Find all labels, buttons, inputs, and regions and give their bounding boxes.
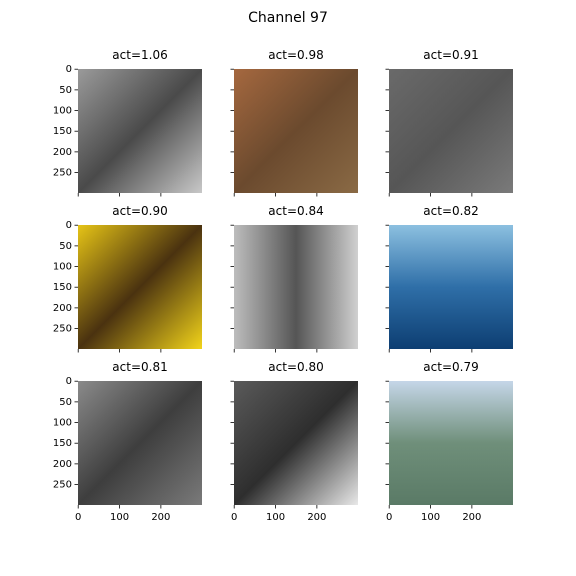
image bbox=[234, 381, 358, 505]
y-tick-label: 250 bbox=[53, 480, 72, 491]
image bbox=[389, 225, 513, 349]
panel-title: act=0.98 bbox=[268, 48, 323, 62]
y-tick-label: 150 bbox=[53, 126, 72, 137]
x-tick-label: 100 bbox=[110, 512, 129, 523]
panel-title: act=1.06 bbox=[112, 48, 167, 62]
y-tick-label: 200 bbox=[53, 459, 72, 470]
image bbox=[78, 225, 202, 349]
x-tick-label: 0 bbox=[231, 512, 237, 523]
y-tick-label: 250 bbox=[53, 324, 72, 335]
figure-title: Channel 97 bbox=[248, 10, 328, 26]
x-tick-label: 200 bbox=[462, 512, 481, 523]
y-tick-label: 100 bbox=[53, 418, 72, 429]
x-tick-label: 200 bbox=[151, 512, 170, 523]
image bbox=[389, 69, 513, 193]
x-tick-label: 0 bbox=[75, 512, 81, 523]
panel-title: act=0.91 bbox=[423, 48, 478, 62]
panel-title: act=0.90 bbox=[112, 204, 167, 218]
y-tick-label: 0 bbox=[66, 220, 72, 231]
image bbox=[78, 381, 202, 505]
y-tick-label: 100 bbox=[53, 106, 72, 117]
y-tick-label: 150 bbox=[53, 438, 72, 449]
y-tick-label: 50 bbox=[59, 85, 72, 96]
y-tick-label: 200 bbox=[53, 303, 72, 314]
y-tick-label: 200 bbox=[53, 147, 72, 158]
image bbox=[78, 69, 202, 193]
panel-title: act=0.81 bbox=[112, 360, 167, 374]
x-tick-label: 200 bbox=[307, 512, 326, 523]
y-tick-label: 50 bbox=[59, 241, 72, 252]
y-tick-label: 250 bbox=[53, 168, 72, 179]
y-tick-label: 0 bbox=[66, 64, 72, 75]
x-tick-label: 0 bbox=[386, 512, 392, 523]
image bbox=[234, 225, 358, 349]
y-tick-label: 50 bbox=[59, 397, 72, 408]
x-tick-label: 100 bbox=[266, 512, 285, 523]
panel-title: act=0.79 bbox=[423, 360, 478, 374]
image bbox=[389, 381, 513, 505]
y-tick-label: 100 bbox=[53, 262, 72, 273]
panel-title: act=0.84 bbox=[268, 204, 323, 218]
panel-title: act=0.80 bbox=[268, 360, 323, 374]
panel-title: act=0.82 bbox=[423, 204, 478, 218]
image bbox=[234, 69, 358, 193]
x-tick-label: 100 bbox=[421, 512, 440, 523]
y-tick-label: 150 bbox=[53, 282, 72, 293]
y-tick-label: 0 bbox=[66, 376, 72, 387]
